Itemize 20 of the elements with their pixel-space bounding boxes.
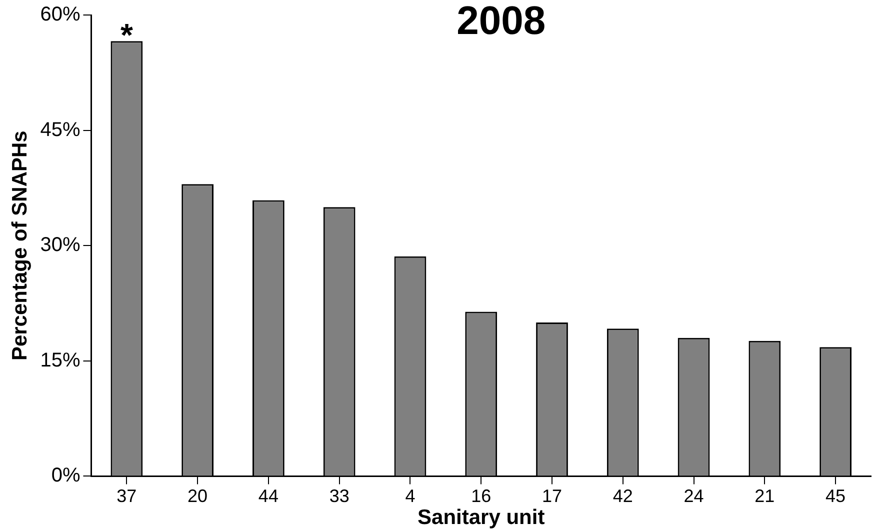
x-tick-label: 17 — [542, 486, 562, 506]
y-tick-label: 15% — [40, 349, 80, 372]
chart-title: 2008 — [456, 0, 546, 44]
x-tick-label: 33 — [329, 486, 350, 506]
y-axis-title: Percentage of SNAPHs — [8, 130, 32, 361]
y-tick-label: 0% — [51, 464, 80, 487]
x-tick-label: 45 — [826, 486, 846, 506]
x-tick-label: 42 — [612, 486, 633, 506]
x-tick-label: 4 — [405, 486, 416, 506]
y-tick-label: 30% — [40, 234, 80, 256]
x-axis-title: Sanitary unit — [418, 506, 545, 530]
y-tick-label: 60% — [40, 4, 80, 26]
x-tick-label: 21 — [754, 486, 775, 506]
y-tick-label: 45% — [40, 118, 80, 141]
x-tick-label: 24 — [684, 486, 704, 506]
x-tick-label: 44 — [258, 486, 278, 506]
annotation: * — [120, 16, 134, 53]
x-tick-label: 37 — [116, 486, 137, 506]
x-tick-label: 20 — [188, 486, 208, 506]
x-tick-label: 16 — [471, 486, 492, 506]
